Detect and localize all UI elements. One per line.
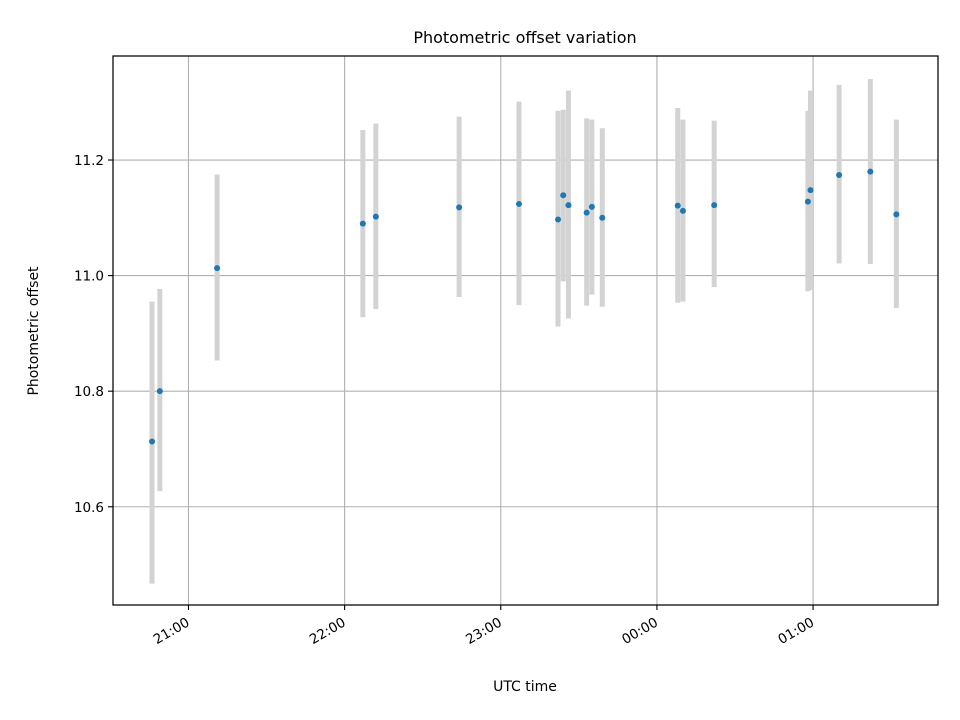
- y-tick-label: 11.2: [74, 153, 104, 169]
- data-point: [560, 192, 567, 199]
- data-point: [456, 204, 463, 211]
- data-point: [359, 220, 366, 227]
- data-point: [555, 216, 562, 223]
- markers: [149, 168, 900, 445]
- data-point: [149, 438, 156, 445]
- data-point: [565, 202, 572, 209]
- data-point: [711, 202, 718, 209]
- data-point: [588, 203, 595, 210]
- data-point: [583, 209, 590, 216]
- data-point: [893, 211, 900, 218]
- data-point: [804, 198, 811, 205]
- data-point: [679, 207, 686, 214]
- y-tick-label: 10.8: [74, 384, 104, 400]
- y-tick-label: 10.6: [74, 500, 104, 516]
- data-point: [807, 187, 814, 194]
- data-point: [372, 213, 379, 220]
- data-point: [674, 202, 681, 209]
- data-point: [214, 265, 221, 272]
- data-point: [599, 214, 606, 221]
- y-tick-label: 11.0: [74, 269, 104, 285]
- x-axis-label: UTC time: [493, 679, 557, 695]
- data-point: [836, 172, 843, 179]
- y-axis-label: Photometric offset: [26, 266, 42, 396]
- grid: [113, 56, 938, 605]
- y-axis-ticks: 10.6 10.8 11.0 11.2: [74, 153, 113, 516]
- data-point: [867, 168, 874, 175]
- data-point: [515, 200, 522, 207]
- data-point: [156, 388, 163, 395]
- chart-title: Photometric offset variation: [413, 28, 636, 47]
- plot-frame: [112, 55, 939, 606]
